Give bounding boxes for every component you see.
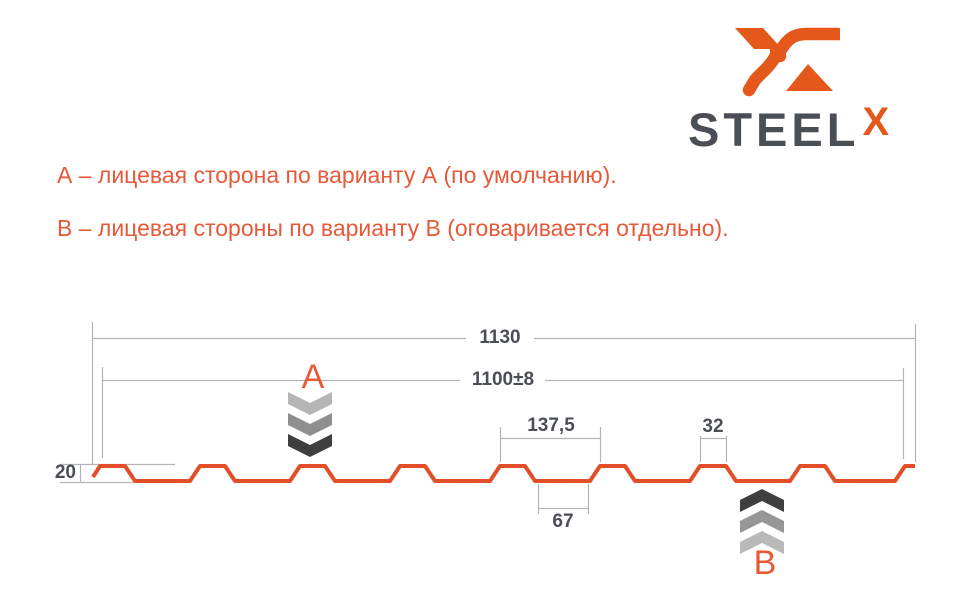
dim-line-pitch <box>499 427 602 462</box>
dim-line-bottom-flat <box>537 484 590 514</box>
extension-lines <box>91 322 917 464</box>
variant-a-chevrons <box>288 392 332 457</box>
dim-line-rib-top <box>699 436 728 462</box>
brand-sup-x: X <box>862 100 890 144</box>
dim-label-height: 20 <box>54 462 76 483</box>
logo-lower-ribbon <box>742 43 783 97</box>
variant-a-label: A <box>301 358 325 396</box>
logo-top-left-arm <box>735 28 782 49</box>
logo-bottom-right-wedge <box>786 64 833 91</box>
variant-b-note: В – лицевая стороны по варианту В (огова… <box>57 215 729 241</box>
dim-label-cover-width: 1100±8 <box>467 370 539 390</box>
dim-label-pitch: 137,5 <box>527 415 575 436</box>
dim-label-rib-top: 32 <box>702 416 724 437</box>
steelx-mark-icon <box>735 27 840 97</box>
dim-label-overall-width: 1130 <box>475 328 525 348</box>
dim-label-bottom-flat: 67 <box>552 511 574 532</box>
variant-a-note: А – лицевая сторона по варианту А (по ум… <box>57 162 617 188</box>
brand-logo: STEELX <box>688 102 889 156</box>
variant-b-label: B <box>753 544 777 582</box>
brand-name: STEEL <box>688 103 860 156</box>
variant-b-chevrons <box>740 489 784 554</box>
sheet-profile-line <box>91 464 915 483</box>
